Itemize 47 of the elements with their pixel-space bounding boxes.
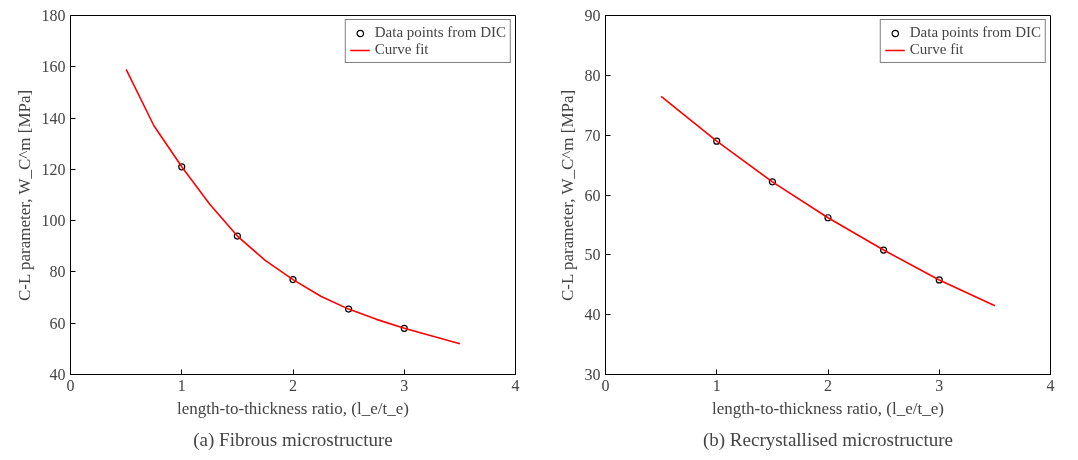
- x-tick-label: 0: [601, 376, 610, 394]
- y-tick-label: 160: [41, 58, 66, 76]
- legend-label: Curve fit: [374, 41, 429, 58]
- x-tick-label: 2: [824, 376, 832, 394]
- text: (b) Recrystallised microstructure: [702, 428, 954, 451]
- y-tick-label: 80: [584, 66, 601, 84]
- x-tick-label: 1: [177, 376, 186, 394]
- x-tick-label: 1: [712, 376, 721, 394]
- point: [824, 214, 832, 222]
- line-series: [660, 95, 996, 307]
- y-tick-label: 90: [584, 7, 601, 24]
- point: [289, 276, 297, 284]
- point: [713, 137, 721, 145]
- y-tick-label: 50: [584, 246, 601, 264]
- x-tick-label: 2: [289, 376, 297, 394]
- x-tick-label: 4: [511, 376, 520, 394]
- x-tick-label: 3: [935, 376, 944, 394]
- y-tick-label: 180: [41, 7, 66, 24]
- y-tick-label: 40: [584, 306, 601, 324]
- point: [233, 232, 241, 240]
- point: [935, 276, 943, 284]
- x-axis-title: length-to-thickness ratio, (l_e/t_e): [177, 398, 409, 418]
- y-axis-title: C-L parameter, W_C^m [MPa]: [14, 89, 34, 302]
- y-tick-label: 40: [49, 366, 66, 383]
- x-tick-label: 0: [66, 376, 75, 394]
- point: [880, 246, 888, 254]
- x-tick-label: 3: [400, 376, 409, 394]
- y-axis-title: C-L parameter, W_C^m [MPa]: [557, 89, 577, 302]
- x-tick-label: 4: [1046, 376, 1055, 394]
- y-tick-label: 140: [41, 109, 66, 127]
- y-tick-label: 120: [41, 160, 66, 178]
- line-series: [125, 68, 461, 345]
- y-tick-label: 80: [49, 263, 66, 281]
- y-tick-label: 60: [584, 186, 601, 204]
- legend-label: Data points from DIC: [909, 24, 1041, 41]
- legend-label: Data points from DIC: [374, 24, 506, 41]
- point: [178, 163, 186, 171]
- legend-label: Curve fit: [909, 41, 964, 58]
- point: [768, 178, 776, 186]
- x-axis-title: length-to-thickness ratio, (l_e/t_e): [712, 398, 944, 418]
- y-tick-label: 70: [584, 126, 601, 144]
- y-tick-label: 60: [49, 314, 66, 332]
- point: [345, 305, 353, 313]
- y-tick-label: 100: [41, 212, 66, 230]
- text: (a) Fibrous microstructure: [193, 428, 393, 451]
- y-tick-label: 30: [584, 366, 601, 383]
- point: [400, 324, 408, 332]
